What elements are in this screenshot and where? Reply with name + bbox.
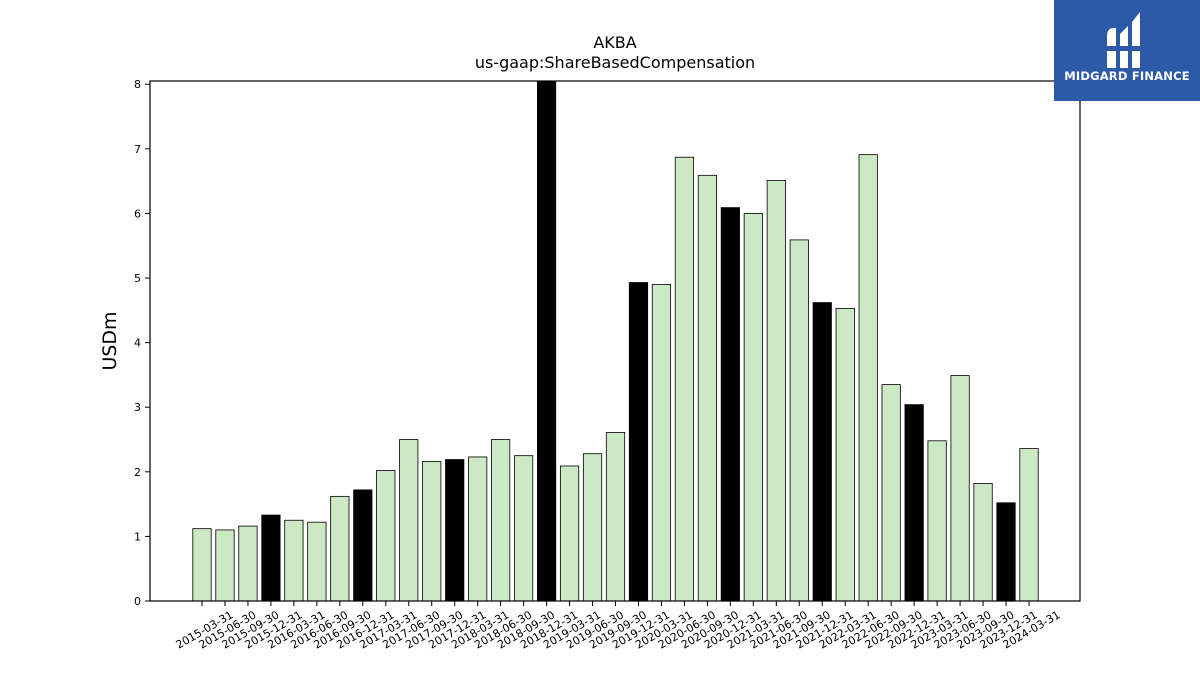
bar-2017-12-31 xyxy=(445,459,465,602)
bar-2021-09-30 xyxy=(789,239,809,602)
bar-2016-06-30 xyxy=(307,521,327,602)
bar-2021-03-31 xyxy=(743,213,763,602)
midgard-m-logo-icon xyxy=(1107,12,1140,68)
y-tick-label: 3 xyxy=(134,401,141,414)
y-tick-label: 6 xyxy=(134,207,141,220)
bar-2018-06-30 xyxy=(491,439,511,602)
bar-2018-12-31 xyxy=(536,80,557,602)
bar-2023-09-30 xyxy=(973,483,993,602)
bar-2023-12-31 xyxy=(996,502,1016,602)
bar-2023-06-30 xyxy=(950,375,970,602)
chart-title: AKBA xyxy=(593,33,636,52)
y-tick-label: 0 xyxy=(134,595,141,608)
bar-2024-03-31 xyxy=(1019,448,1039,602)
y-tick-label: 5 xyxy=(134,272,141,285)
bar-2020-12-31 xyxy=(720,207,740,602)
bar-2019-03-31 xyxy=(559,465,580,602)
bar-2021-12-31 xyxy=(812,302,832,602)
chart-subtitle: us-gaap:ShareBasedCompensation xyxy=(475,53,755,72)
y-tick-label: 4 xyxy=(134,337,141,350)
bar-2022-03-31 xyxy=(835,307,855,602)
brand-logo: MIDGARD FINANCE xyxy=(1054,0,1200,101)
bar-2016-09-30 xyxy=(330,495,350,602)
bar-2023-03-31 xyxy=(927,440,947,602)
plot-frame xyxy=(149,80,1081,602)
bar-2015-12-31 xyxy=(261,514,281,602)
y-tick-label: 2 xyxy=(134,466,141,479)
bar-2022-09-30 xyxy=(881,384,901,602)
bar-2016-03-31 xyxy=(284,519,304,602)
bar-2021-06-30 xyxy=(766,180,786,602)
bar-2015-09-30 xyxy=(238,525,258,602)
bar-2022-06-30 xyxy=(858,154,878,602)
brand-name: MIDGARD FINANCE xyxy=(1064,69,1190,83)
bar-2020-06-30 xyxy=(674,156,695,602)
y-tick-label: 7 xyxy=(134,143,141,156)
bars-group xyxy=(192,80,1039,602)
bar-2019-06-30 xyxy=(582,453,603,602)
y-axis-label: USDm xyxy=(99,311,121,370)
x-axis: 2015-03-312015-06-302015-09-302015-12-31… xyxy=(174,601,1063,652)
bar-2016-12-31 xyxy=(353,489,373,602)
bar-2017-03-31 xyxy=(376,470,396,602)
bar-2015-06-30 xyxy=(215,529,235,602)
bar-2015-03-31 xyxy=(192,528,212,602)
bar-2019-12-31 xyxy=(628,282,649,602)
bar-2020-09-30 xyxy=(697,174,717,602)
y-axis: 0 1 2 3 4 5 6 7 8 xyxy=(134,78,150,608)
y-tick-label: 1 xyxy=(134,530,141,543)
bar-2018-03-31 xyxy=(468,456,488,602)
bar-2017-09-30 xyxy=(422,461,442,602)
y-tick-label: 8 xyxy=(134,78,141,91)
bar-2017-06-30 xyxy=(399,439,419,602)
bar-2018-09-30 xyxy=(514,455,534,602)
bar-2022-12-31 xyxy=(904,404,924,602)
bar-2019-09-30 xyxy=(605,431,626,602)
bar-2020-03-31 xyxy=(651,284,672,602)
